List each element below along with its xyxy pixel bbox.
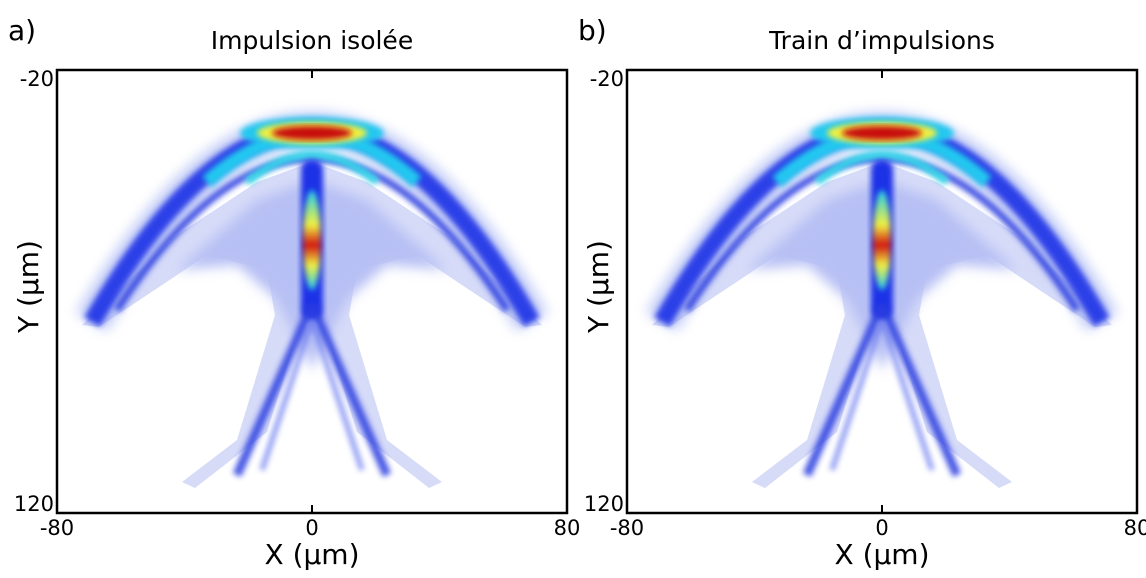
panel: -80 0 80 -20 120 a) Impulsion isolée X (µm) Y (µ…: [8, 14, 580, 571]
x-tick-label: 0: [305, 516, 318, 540]
panel-label: b): [578, 14, 607, 47]
heatmap-image: [82, 117, 542, 488]
y-axis-label: Y (µm): [12, 240, 45, 334]
chart-title: Impulsion isolée: [211, 26, 413, 55]
chart-title: Train d’impulsions: [768, 26, 995, 55]
panel-label: a): [8, 14, 36, 47]
y-tick-label: -20: [590, 67, 624, 91]
x-tick-label: 80: [1124, 516, 1146, 540]
panel: -80 0 80 -20 120 b) Train d’impulsions X (µm) Y …: [578, 14, 1146, 571]
x-tick-label: -80: [40, 516, 74, 540]
x-axis-label: X (µm): [834, 538, 929, 571]
y-tick-label: -20: [20, 67, 54, 91]
x-axis-label: X (µm): [264, 538, 359, 571]
x-tick-label: 80: [554, 516, 581, 540]
y-tick-label: 120: [14, 492, 54, 516]
y-axis-label: Y (µm): [582, 240, 615, 334]
y-tick-label: 120: [584, 492, 624, 516]
x-tick-label: 0: [875, 516, 888, 540]
heatmap-image: [652, 117, 1112, 488]
x-tick-label: -80: [610, 516, 644, 540]
